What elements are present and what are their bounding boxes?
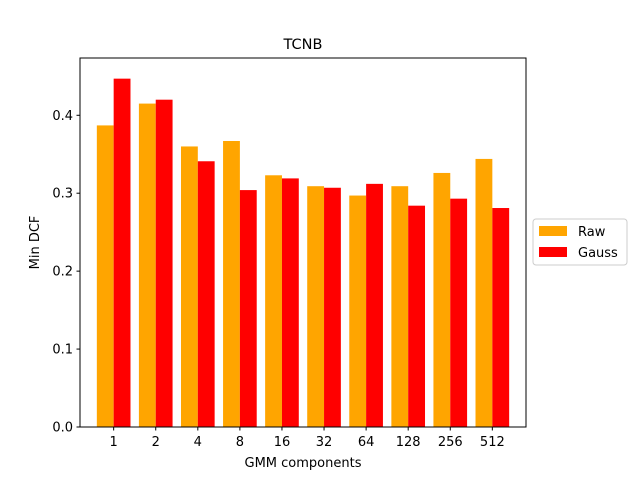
plot-frame	[79, 57, 527, 428]
legend-swatch-gauss	[539, 247, 567, 257]
x-tick-label: 512	[480, 435, 505, 450]
bar-gauss-512	[492, 208, 510, 427]
bar-gauss-32	[324, 187, 341, 427]
legend-swatch-raw	[539, 226, 567, 236]
bar-gauss-128	[408, 205, 426, 427]
x-tick-label: 64	[358, 435, 375, 450]
x-tick-label: 16	[274, 435, 291, 450]
bar-raw-64	[349, 195, 367, 427]
bar-raw-1	[96, 125, 114, 427]
x-axis-label: GMM components	[245, 456, 362, 471]
y-tick-label: 0.3	[52, 187, 73, 202]
y-axis-label: Min DCF	[28, 216, 43, 270]
bar-raw-128	[391, 186, 409, 427]
y-axis: 0.0 0.1 0.2 0.3 0.4	[52, 109, 80, 436]
x-tick-label: 128	[396, 435, 421, 450]
bar-gauss-16	[281, 178, 299, 427]
x-tick-label: 8	[236, 435, 244, 450]
chart-title: TCNB	[283, 37, 323, 53]
bar-raw-4	[180, 146, 198, 427]
legend: Raw Gauss	[532, 218, 628, 266]
x-tick-label: 2	[152, 435, 160, 450]
y-tick-label: 0.2	[52, 265, 73, 280]
bar-gauss-4	[197, 161, 215, 427]
bar-gauss-64	[366, 183, 383, 427]
legend-label-raw: Raw	[578, 225, 606, 240]
bar-gauss-2	[155, 99, 173, 427]
bar-raw-16	[265, 175, 282, 427]
x-tick-label: 32	[316, 435, 333, 450]
x-tick-label: 1	[110, 435, 118, 450]
bar-gauss-8	[239, 190, 257, 427]
bar-gauss-1	[113, 78, 131, 428]
y-tick-label: 0.1	[52, 343, 73, 358]
bar-raw-256	[433, 172, 451, 427]
bars-layer	[96, 78, 510, 428]
y-tick-label: 0.0	[52, 421, 73, 436]
bar-raw-8	[223, 140, 240, 427]
x-axis: 1 2 4 8 16 32 64 128 256 512	[110, 427, 505, 450]
bar-gauss-256	[450, 198, 468, 427]
bar-raw-32	[307, 186, 325, 427]
legend-label-gauss: Gauss	[578, 246, 618, 261]
y-tick-label: 0.4	[52, 109, 73, 124]
bar-raw-512	[475, 158, 493, 428]
x-tick-label: 4	[194, 435, 202, 450]
bar-raw-2	[138, 103, 156, 427]
x-tick-label: 256	[438, 435, 463, 450]
